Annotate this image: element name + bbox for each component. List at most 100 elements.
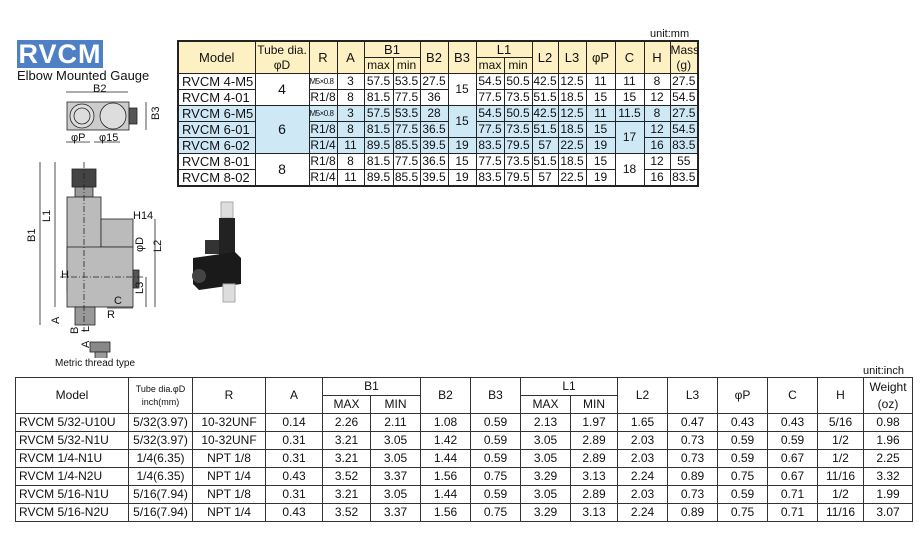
cell-model: RVCM 4-M5	[177, 73, 256, 90]
cell-b2: 1.56	[420, 467, 471, 486]
cell-h: 12	[643, 153, 671, 170]
cell-model: RVCM 6-01	[177, 121, 256, 138]
cell-l1max: 77.5	[475, 153, 505, 170]
table-row: RVCM 5/16-N1U 5/16(7.94) NPT 1/8 0.31 3.21 3.…	[15, 485, 914, 504]
cell-l1min: 73.5	[503, 153, 533, 170]
cell-l3: 22.5	[557, 137, 587, 154]
cell-b3: 19	[447, 169, 477, 187]
cell-r: R1/4	[308, 137, 338, 154]
cell-model: RVCM 5/32-N1U	[15, 431, 129, 450]
cell-r: 10-32UNF	[192, 413, 266, 432]
col-weight: Weight (oz)	[863, 377, 914, 414]
col-b1-max: max	[363, 57, 394, 74]
table-row: RVCM 1/4-N2U 1/4(6.35) NPT 1/4 0.43 3.52 3.37…	[15, 467, 914, 486]
table-row: RVCM 8-01 8 R1/8 8 81.5 77.5 36.5 15 77.5 73.5 51.…	[177, 153, 699, 187]
cell-d: 6	[254, 105, 310, 154]
cell-model: RVCM 1/4-N1U	[15, 449, 129, 468]
cell-w: 0.98	[863, 413, 914, 432]
col-c: C	[614, 40, 645, 74]
cell-mass: 55	[669, 153, 699, 170]
col-tube-dia: Tube dia.φD inch(mm)	[128, 377, 193, 414]
col-b1: B1	[363, 40, 421, 58]
cell-b1min: 3.05	[370, 449, 421, 468]
col-a: A	[265, 377, 323, 414]
cell-l2: 2.03	[617, 485, 669, 504]
cell-l1min: 73.5	[503, 89, 533, 106]
cell-model: RVCM 5/32-U10U	[15, 413, 129, 432]
cell-l1max: 77.5	[475, 89, 505, 106]
cell-b1max: 3.21	[322, 485, 371, 504]
cell-b3: 0.75	[470, 467, 521, 486]
cell-l1max: 54.5	[475, 73, 505, 90]
cell-b1max: 81.5	[363, 121, 394, 138]
cell-b3: 15	[447, 73, 477, 106]
cell-p: 0.59	[717, 449, 769, 468]
cell-a: 0.14	[265, 413, 323, 432]
col-l1-min: MIN	[569, 395, 619, 414]
dim-label-phi-d: φD	[134, 237, 146, 252]
cell-l3: 0.89	[667, 467, 719, 486]
cell-mass: 27.5	[669, 73, 699, 90]
cell-mass: 54.5	[669, 121, 699, 138]
cell-l2: 51.5	[531, 89, 559, 106]
cell-b1max: 57.5	[363, 73, 394, 90]
table-row: RVCM 6-M5 6 M5×0.8 3 57.5 53.5 28 15 54.5 50.5 42.…	[177, 105, 699, 154]
cell-l1min: 50.5	[503, 73, 533, 90]
cell-model: RVCM 6-02	[177, 137, 256, 154]
cell-l1max: 3.29	[520, 503, 571, 522]
cell-l1min: 79.5	[503, 137, 533, 154]
table-row: RVCM 6-02 R1/4 11 89.5 85.5 39.5 19 83.5 79.5 57 2…	[177, 137, 699, 154]
dim-label-l1: L1	[41, 210, 53, 222]
col-l1-min: min	[503, 57, 533, 74]
metric-label-l: L	[80, 326, 92, 332]
cell-b3: 15	[447, 105, 477, 138]
cell-p: 0.59	[717, 431, 769, 450]
cell-b1max: 2.26	[322, 413, 371, 432]
col-c: C	[767, 377, 819, 414]
product-logo: RVCM	[17, 39, 103, 69]
cell-w: 1.96	[863, 431, 914, 450]
cell-b1max: 3.21	[322, 431, 371, 450]
cell-h: 11/16	[817, 503, 865, 522]
cell-b1max: 89.5	[363, 169, 394, 187]
cell-r: R1/8	[308, 153, 338, 170]
cell-d: 4	[254, 73, 310, 106]
col-l1-max: MAX	[520, 395, 571, 414]
dim-label-r: R	[107, 309, 115, 321]
dim-label-c: C	[114, 295, 122, 307]
cell-b1min: 3.05	[370, 485, 421, 504]
cell-r: NPT 1/8	[192, 449, 266, 468]
col-l2: L2	[531, 40, 559, 74]
cell-b2: 39.5	[419, 169, 449, 187]
cell-h: 12	[643, 89, 671, 106]
cell-l3: 0.89	[667, 503, 719, 522]
cell-model: RVCM 4-01	[177, 89, 256, 106]
cell-b1min: 3.05	[370, 431, 421, 450]
cell-l3: 0.73	[667, 449, 719, 468]
col-r: R	[308, 40, 338, 74]
cell-l1min: 2.89	[569, 449, 619, 468]
cell-c: 17	[614, 121, 645, 154]
cell-c: 0.67	[767, 467, 819, 486]
cell-p: 15	[585, 121, 616, 138]
cell-l1max: 3.29	[520, 467, 571, 486]
table-row: RVCM 5/16-N2U 5/16(7.94) NPT 1/4 0.43 3.52 3.…	[15, 503, 914, 522]
cell-model: RVCM 1/4-N2U	[15, 467, 129, 486]
cell-l3: 18.5	[557, 121, 587, 138]
cell-c: 0.71	[767, 503, 819, 522]
cell-c: 11.5	[614, 105, 645, 122]
cell-a: 0.43	[265, 503, 323, 522]
metric-spec-table: Model Tube dia. φD R A B1 B2 B3 L1 L2 L3 …	[177, 40, 699, 187]
cell-d: 1/4(6.35)	[128, 449, 193, 468]
unit-mm: unit:mm	[650, 28, 690, 40]
table-row: RVCM 8-02 R1/4 11 89.5 85.5 39.5 19 83.5 79.5 57 2…	[177, 169, 699, 187]
table-row: RVCM 1/4-N1U 1/4(6.35) NPT 1/8 0.31 3.21 3.05…	[15, 449, 914, 468]
cell-c: 0.59	[767, 431, 819, 450]
cell-l2: 42.5	[531, 73, 559, 90]
cell-h: 1/2	[817, 449, 865, 468]
cell-mass: 83.5	[669, 169, 699, 187]
dim-label-l3: L3	[134, 282, 146, 294]
cell-l3: 22.5	[557, 169, 587, 187]
cell-p: 0.59	[717, 485, 769, 504]
cell-l2: 1.65	[617, 413, 669, 432]
